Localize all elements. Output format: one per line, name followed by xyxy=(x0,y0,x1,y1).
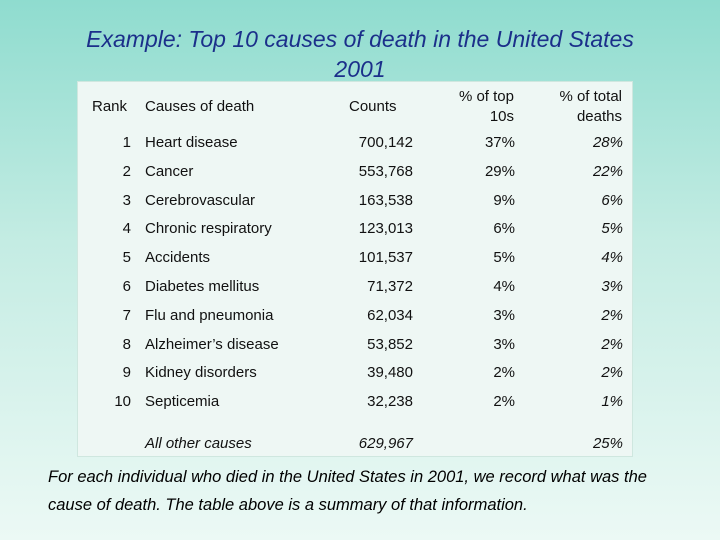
row-count: 71,372 xyxy=(367,278,413,295)
row-pct-total: 3% xyxy=(601,278,623,295)
header-pct-total-line2: deaths xyxy=(576,108,622,125)
header-pct-top10-line2: 10s xyxy=(489,108,514,125)
row-pct-total: 2% xyxy=(601,364,623,381)
row-count: 700,142 xyxy=(358,134,413,151)
row-pct-top10: 29% xyxy=(484,163,515,180)
row-count: 553,768 xyxy=(358,163,413,180)
row-pct-top10: 6% xyxy=(493,220,515,237)
row-rank: 9 xyxy=(122,364,131,381)
row-cause: Septicemia xyxy=(145,393,220,410)
row-pct-total: 2% xyxy=(601,336,623,353)
row-rank: 8 xyxy=(122,336,131,353)
row-pct-total: 28% xyxy=(592,134,623,151)
row-cause: Heart disease xyxy=(145,134,238,151)
row-rank: 10 xyxy=(114,393,131,410)
row-cause: Kidney disorders xyxy=(145,364,257,381)
row-pct-total: 2% xyxy=(601,307,623,324)
row-cause: Diabetes mellitus xyxy=(145,278,260,295)
row-pct-top10: 5% xyxy=(493,249,515,266)
header-counts: Counts xyxy=(349,98,397,115)
other-count: 629,967 xyxy=(358,435,413,452)
row-cause: Flu and pneumonia xyxy=(145,307,274,324)
row-pct-top10: 3% xyxy=(493,336,515,353)
row-cause: Cancer xyxy=(145,163,194,180)
row-rank: 6 xyxy=(122,278,131,295)
row-rank: 5 xyxy=(122,249,131,266)
header-pct-total-line1: % of total xyxy=(559,88,622,105)
other-cause: All other causes xyxy=(145,435,252,452)
row-pct-total: 1% xyxy=(601,393,623,410)
row-cause: Alzheimer’s disease xyxy=(145,336,279,353)
row-rank: 4 xyxy=(122,220,131,237)
row-cause: Accidents xyxy=(145,249,211,266)
row-rank: 7 xyxy=(122,307,131,324)
row-cause: Cerebrovascular xyxy=(145,192,256,209)
row-pct-top10: 9% xyxy=(493,192,515,209)
row-pct-top10: 2% xyxy=(493,364,515,381)
slide-title: Example: Top 10 causes of death in the U… xyxy=(86,26,634,82)
header-rank: Rank xyxy=(92,98,128,115)
row-count: 123,013 xyxy=(358,220,413,237)
header-cause: Causes of death xyxy=(145,98,255,115)
row-cause: Chronic respiratory xyxy=(145,220,272,237)
row-rank: 3 xyxy=(122,192,131,209)
row-pct-top10: 3% xyxy=(493,307,515,324)
header-pct-top10-line1: % of top xyxy=(458,88,514,105)
other-pct-total: 25% xyxy=(592,435,623,452)
row-count: 53,852 xyxy=(367,336,413,353)
row-pct-top10: 4% xyxy=(493,278,515,295)
row-count: 39,480 xyxy=(367,364,413,381)
row-rank: 2 xyxy=(122,163,131,180)
row-pct-top10: 37% xyxy=(484,134,515,151)
table-panel xyxy=(78,82,632,456)
row-pct-total: 4% xyxy=(601,249,623,266)
row-count: 32,238 xyxy=(367,393,413,410)
caption: For each individual who died in the Unit… xyxy=(48,468,647,514)
row-pct-top10: 2% xyxy=(493,393,515,410)
row-rank: 1 xyxy=(122,134,131,151)
row-pct-total: 6% xyxy=(601,192,623,209)
row-count: 62,034 xyxy=(367,307,413,324)
row-count: 163,538 xyxy=(358,192,413,209)
row-count: 101,537 xyxy=(358,249,413,266)
row-pct-total: 5% xyxy=(601,220,623,237)
row-pct-total: 22% xyxy=(592,163,623,180)
